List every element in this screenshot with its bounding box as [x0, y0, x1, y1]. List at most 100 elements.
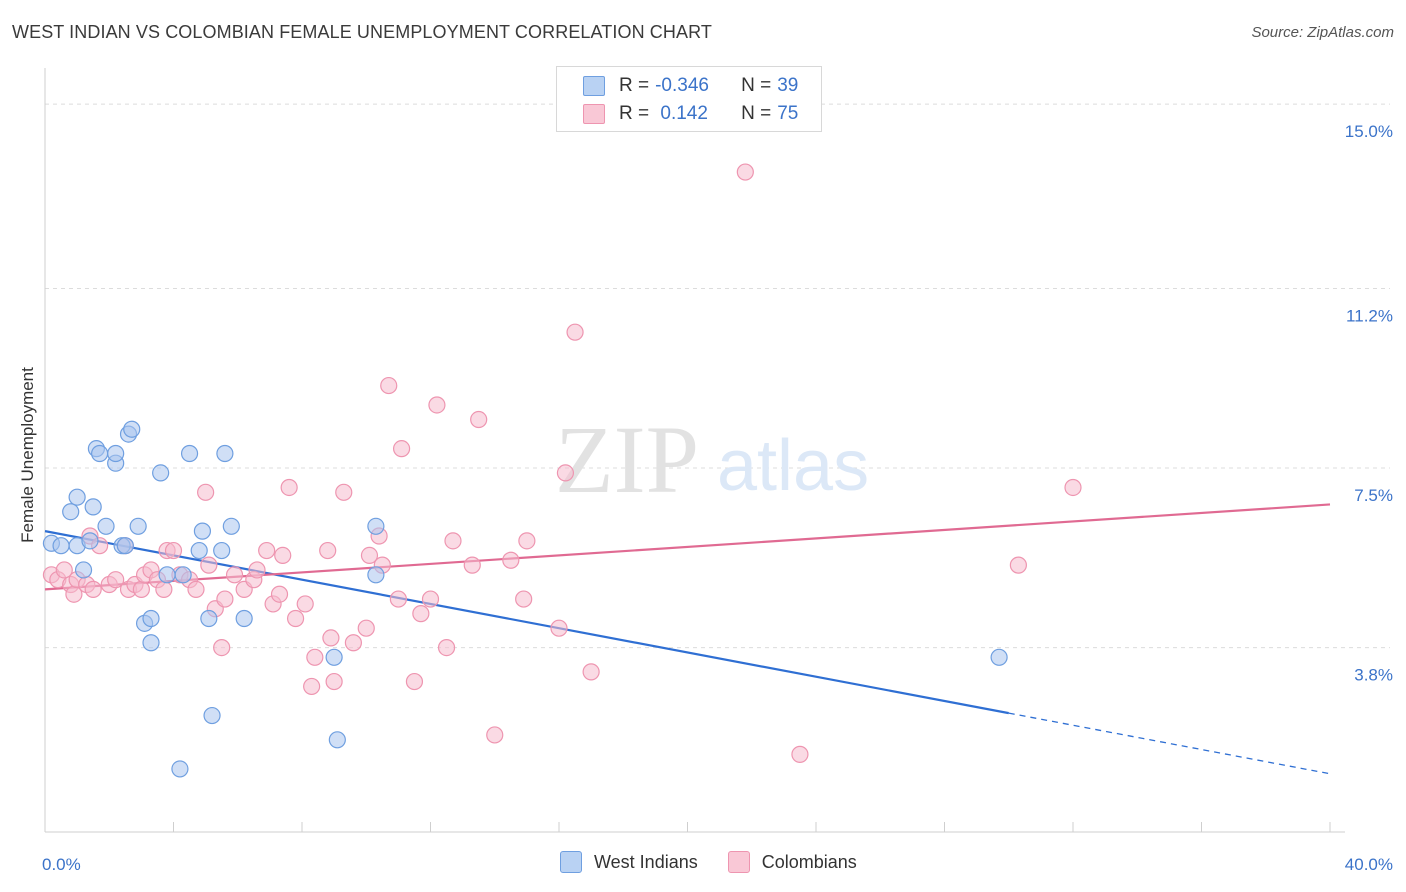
west-indian-point [142, 634, 160, 652]
series-legend-colombians[interactable]: Colombians [727, 851, 857, 873]
west-indian-point [193, 522, 212, 540]
stats-legend: R = -0.346 N = 39 R = 0.142 N = 75 [556, 66, 822, 132]
west-indian-point [52, 537, 70, 555]
trend-lines [44, 503, 1331, 775]
colombian-point [132, 580, 150, 598]
west-indian-point [107, 444, 125, 463]
colombian-point [248, 561, 266, 579]
colombian-point [274, 546, 292, 565]
west-indian-point [180, 444, 199, 463]
west-indian-point [97, 517, 115, 535]
colombian-point [296, 595, 314, 613]
colombian-point [55, 561, 73, 579]
colombian-point [518, 532, 536, 550]
y-tick-label: 3.8% [1354, 666, 1393, 685]
colombian-point [566, 323, 584, 341]
colombian-point [444, 532, 462, 550]
colombian-point [736, 163, 754, 181]
x-tick-label: 0.0% [42, 855, 81, 874]
legend-n-value: 39 [777, 75, 799, 96]
colombian-point [270, 585, 289, 603]
legend-r-label: R = [619, 75, 650, 96]
legend-r-value: 0.142 [655, 103, 708, 124]
west-indian-point [328, 731, 346, 749]
west-indian-point [367, 517, 385, 535]
colombian-point [216, 590, 234, 608]
colombian-point [791, 745, 809, 763]
legend-swatch-blue [583, 76, 605, 96]
colombian-point [322, 629, 340, 647]
tick-labels: 3.8% 7.5% 11.2% 15.0% 0.0% 40.0% [42, 122, 1393, 874]
colombian-point [421, 590, 440, 608]
y-tick-label: 7.5% [1354, 486, 1393, 505]
west-indian-point [171, 760, 189, 778]
west-indian-point [91, 444, 109, 463]
colombian-point [335, 483, 353, 501]
colombian-point [392, 440, 411, 458]
west-indian-point [235, 609, 253, 628]
grid-lines [45, 103, 1390, 649]
colombian-point [213, 639, 231, 657]
y-tick-label: 11.2% [1346, 307, 1393, 326]
legend-swatch-pink [583, 104, 605, 124]
series-legend: West Indians Colombians [560, 851, 887, 873]
legend-r-value: -0.346 [655, 75, 709, 96]
series-label: Colombians [761, 851, 857, 872]
west-indian-point [68, 488, 86, 506]
colombian-point [187, 580, 205, 598]
colombian-point [344, 634, 362, 652]
colombian-point [280, 478, 298, 497]
west-indian-trend-extension [1008, 712, 1331, 775]
colombian-point [164, 541, 183, 560]
colombian-point [502, 551, 520, 569]
source-label: Source: ZipAtlas.com [1251, 24, 1394, 41]
colombian-point [428, 396, 446, 414]
series-swatch-pink [727, 851, 750, 873]
colombian-point [389, 590, 407, 608]
colombian-point [1009, 556, 1027, 574]
colombian-point [463, 556, 481, 574]
west-indian-point [81, 532, 99, 550]
legend-n-label: N = [741, 103, 772, 124]
colombian-point [84, 580, 102, 598]
west-indian-point [200, 609, 218, 628]
west-indian-point [123, 420, 141, 438]
west-indian-point [84, 498, 102, 516]
colombian-point [197, 483, 215, 501]
colombian-point [556, 464, 575, 482]
west-indian-point [203, 706, 221, 725]
series-swatch-blue [560, 851, 582, 873]
colombian-point [470, 410, 488, 429]
series-legend-west-indians[interactable]: West Indians [560, 851, 698, 873]
colombian-point [155, 580, 173, 598]
y-tick-label: 15.0% [1345, 122, 1393, 141]
chart-title: WEST INDIAN VS COLOMBIAN FEMALE UNEMPLOY… [12, 22, 712, 42]
watermark-zip: ZIP [555, 406, 699, 513]
west-indian-point [74, 561, 93, 579]
axes [44, 68, 1345, 833]
colombian-point [360, 546, 379, 565]
colombian-point [405, 672, 424, 691]
colombian-point [258, 541, 276, 560]
west-indian-point [213, 541, 231, 560]
colombian-point [515, 590, 533, 608]
west-indian-point [216, 444, 234, 463]
colombian-point [582, 663, 600, 681]
watermark-atlas: atlas [717, 426, 869, 506]
west-indian-point [152, 464, 170, 482]
x-tick-label: 40.0% [1345, 855, 1393, 874]
legend-n-label: N = [741, 75, 772, 96]
colombian-point [325, 672, 343, 691]
colombian-point [412, 605, 430, 623]
colombian-point [306, 648, 324, 666]
watermark: ZIP atlas [555, 406, 869, 513]
colombian-point [1064, 478, 1082, 497]
west-indian-point [325, 648, 343, 666]
west-indian-point [174, 566, 192, 584]
west-indian-point [367, 566, 385, 584]
colombian-point [225, 566, 244, 584]
colombian-point [486, 726, 504, 744]
colombian-point [550, 619, 568, 637]
colombian-point [107, 571, 125, 589]
